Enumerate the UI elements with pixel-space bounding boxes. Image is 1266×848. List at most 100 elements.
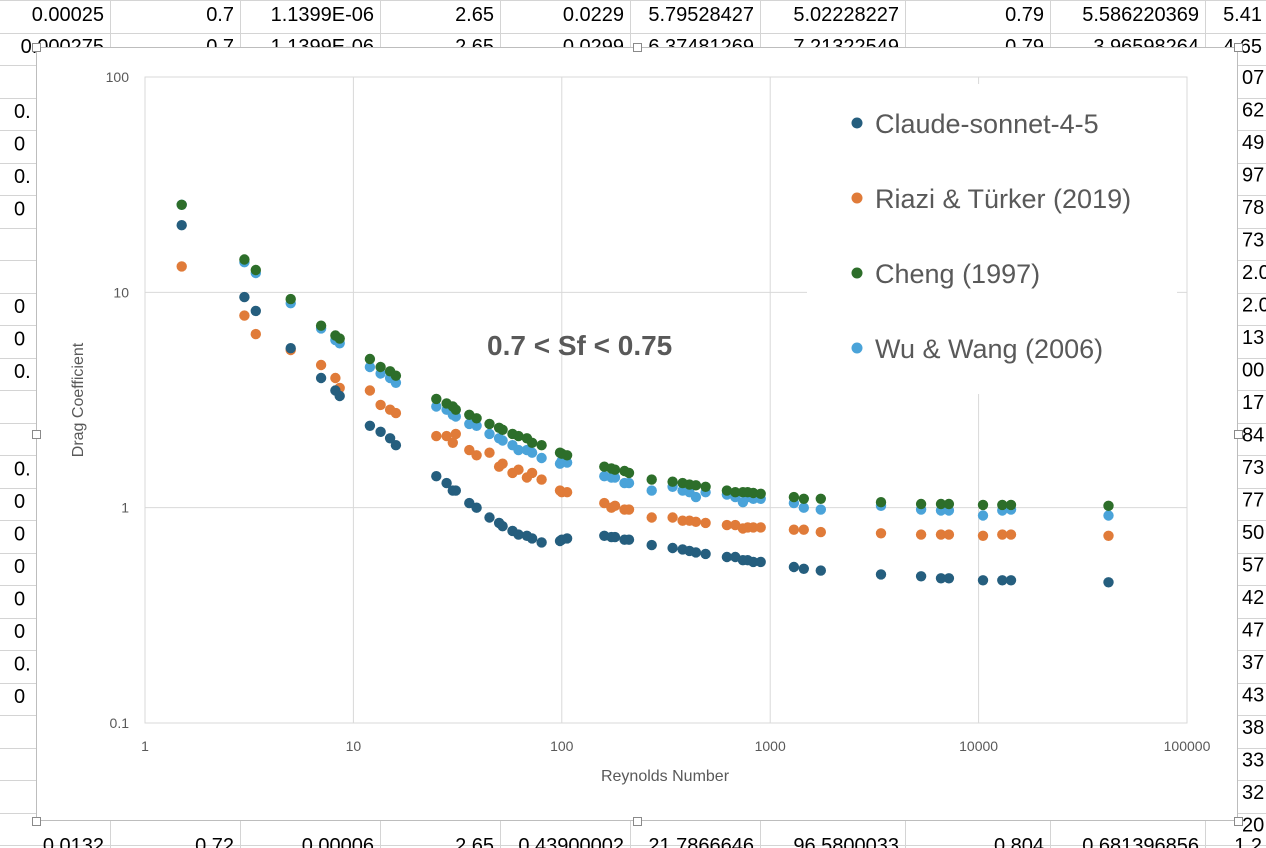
sheet-cell[interactable]: 0	[14, 296, 25, 318]
data-point-cheng-1997	[315, 320, 327, 331]
resize-handle[interactable]	[1233, 429, 1243, 439]
data-point-claude-sonnet-4-5	[431, 471, 442, 482]
data-point-riazi-t-rker-2019	[755, 522, 766, 533]
sheet-cell[interactable]: 0	[14, 589, 25, 611]
sheet-cell[interactable]: 00	[1242, 360, 1264, 382]
legend-label: Cheng (1997)	[875, 259, 1040, 289]
data-point-riazi-t-rker-2019	[375, 399, 386, 411]
sheet-cell[interactable]: 47	[1242, 620, 1264, 642]
sheet-cell[interactable]: 77	[1242, 490, 1264, 512]
sheet-cell[interactable]: 5.586220369	[1082, 4, 1199, 26]
sheet-cell[interactable]: 73	[1242, 230, 1264, 252]
sheet-cell[interactable]: 13	[1242, 327, 1264, 349]
sheet-cell[interactable]: 57	[1242, 555, 1264, 577]
data-point-riazi-t-rker-2019	[471, 450, 482, 461]
data-point-cheng-1997	[609, 464, 621, 475]
data-point-wu-wang-2006	[536, 452, 547, 464]
sheet-cell[interactable]: 0	[14, 686, 25, 708]
sheet-cell[interactable]: 49	[1242, 132, 1264, 154]
data-point-wu-wang-2006	[471, 420, 482, 431]
data-point-riazi-t-rker-2019	[997, 529, 1008, 540]
sheet-cell[interactable]: 84	[1242, 425, 1264, 447]
data-point-riazi-t-rker-2019	[250, 328, 261, 340]
sheet-cell[interactable]: 0.	[14, 361, 31, 383]
sheet-cell[interactable]: 43	[1242, 685, 1264, 707]
sheet-cell[interactable]: 0.43900002	[518, 835, 624, 848]
sheet-cell[interactable]: 32	[1242, 782, 1264, 804]
sheet-cell[interactable]: 42	[1242, 587, 1264, 609]
data-point-riazi-t-rker-2019	[788, 524, 800, 535]
sheet-cell[interactable]: 62	[1242, 100, 1264, 122]
sheet-cell[interactable]: 0.804	[994, 835, 1044, 848]
sheet-cell[interactable]: 0	[14, 329, 25, 351]
sheet-cell[interactable]: 0.7	[206, 4, 234, 26]
data-point-claude-sonnet-4-5	[285, 343, 296, 354]
sheet-cell[interactable]: 0.0132	[43, 835, 104, 848]
data-point-claude-sonnet-4-5	[997, 575, 1008, 586]
sheet-cell[interactable]: 96.5800033	[793, 835, 899, 848]
sheet-cell[interactable]: 0	[14, 134, 25, 156]
sheet-cell[interactable]: 17	[1242, 392, 1264, 414]
data-point-riazi-t-rker-2019	[915, 529, 927, 540]
sheet-cell[interactable]: 50	[1242, 522, 1264, 544]
data-point-riazi-t-rker-2019	[1103, 530, 1114, 541]
sheet-cell[interactable]: 97	[1242, 165, 1264, 187]
data-point-riazi-t-rker-2019	[536, 474, 547, 485]
resize-handle[interactable]	[1233, 42, 1243, 52]
sheet-cell[interactable]: 0.00025	[32, 4, 104, 26]
data-point-claude-sonnet-4-5	[788, 561, 800, 573]
sheet-cell[interactable]: 0.00006	[302, 835, 374, 848]
data-point-cheng-1997	[450, 404, 461, 415]
x-tick-label: 100	[550, 738, 574, 754]
data-point-claude-sonnet-4-5	[815, 565, 826, 576]
sheet-cell[interactable]: 0.	[14, 459, 31, 481]
resize-handle[interactable]	[632, 42, 642, 52]
data-point-wu-wang-2006	[690, 491, 702, 503]
x-tick-label: 10000	[959, 738, 998, 754]
sheet-cell[interactable]: 78	[1242, 197, 1264, 219]
sheet-cell[interactable]: 0	[14, 621, 25, 643]
sheet-cell[interactable]: 0	[14, 524, 25, 546]
data-point-claude-sonnet-4-5	[250, 305, 261, 317]
sheet-cell[interactable]: 0.	[14, 654, 31, 676]
sheet-cell[interactable]: 21.7866646	[648, 835, 754, 848]
resize-handle[interactable]	[31, 816, 41, 826]
sheet-cell[interactable]: 20	[1242, 815, 1264, 837]
sheet-cell[interactable]: 0.	[14, 166, 31, 188]
resize-handle[interactable]	[1233, 816, 1243, 826]
data-point-cheng-1997	[788, 491, 800, 503]
sheet-cell[interactable]: 07	[1242, 67, 1264, 89]
sheet-cell[interactable]: 0	[14, 556, 25, 578]
sheet-cell[interactable]: 0.0229	[563, 4, 624, 26]
sheet-cell[interactable]: 0.79	[1005, 4, 1044, 26]
sheet-cell[interactable]: 5.79528427	[648, 4, 754, 26]
resize-handle[interactable]	[31, 429, 41, 439]
sheet-cell[interactable]: 1.2	[1234, 835, 1262, 848]
data-point-claude-sonnet-4-5	[536, 537, 547, 548]
sheet-cell[interactable]: 1.1399E-06	[271, 4, 374, 26]
sheet-cell[interactable]: 0	[14, 491, 25, 513]
sheet-cell[interactable]: 5.02228227	[793, 4, 899, 26]
sheet-cell[interactable]: 37	[1242, 652, 1264, 674]
sheet-cell[interactable]: 33	[1242, 750, 1264, 772]
data-point-claude-sonnet-4-5	[1103, 577, 1114, 588]
data-point-riazi-t-rker-2019	[798, 524, 809, 535]
sheet-cell[interactable]: 0.72	[195, 835, 234, 848]
legend-marker	[851, 342, 863, 354]
sheet-cell[interactable]: 5.41	[1223, 4, 1262, 26]
data-point-cheng-1997	[497, 424, 508, 435]
resize-handle[interactable]	[31, 42, 41, 52]
resize-handle[interactable]	[632, 816, 642, 826]
data-point-claude-sonnet-4-5	[334, 390, 345, 402]
sheet-cell[interactable]: 2.0	[1242, 295, 1266, 317]
sheet-cell[interactable]: 2.0	[1242, 262, 1266, 284]
sheet-cell[interactable]: 73	[1242, 457, 1264, 479]
sheet-cell[interactable]: 0.	[14, 101, 31, 123]
sheet-cell[interactable]: 2.65	[455, 4, 494, 26]
sheet-cell[interactable]: 38	[1242, 717, 1264, 739]
chart-area[interactable]: 1 10 100 1000 10000 100000 0.1 1 10 100 Drag Coef…	[36, 47, 1238, 821]
sheet-cell[interactable]: 0	[14, 199, 25, 221]
sheet-cell[interactable]: 2.65	[455, 835, 494, 848]
data-point-wu-wang-2006	[526, 447, 538, 458]
sheet-cell[interactable]: 0.681396856	[1082, 835, 1199, 848]
